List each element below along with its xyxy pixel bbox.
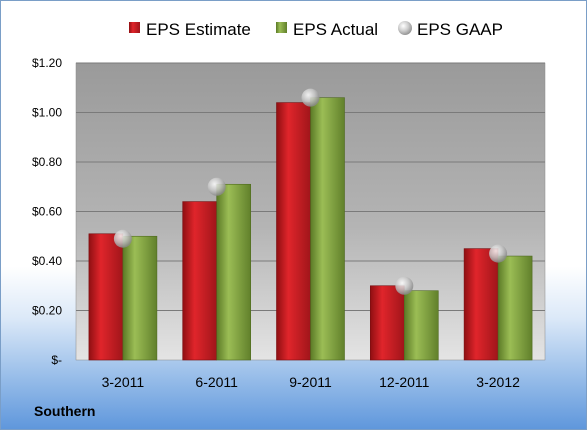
- x-tick-label: 3-2011: [102, 374, 145, 390]
- legend-item-gaap: EPS GAAP: [398, 20, 503, 39]
- y-tick-label: $0.40: [32, 254, 62, 268]
- y-tick-label: $-: [51, 353, 62, 367]
- bar-eps-actual: [403, 290, 439, 361]
- bar-eps-estimate: [369, 285, 405, 361]
- bar-eps-actual: [122, 235, 158, 361]
- legend-swatch-actual: [276, 22, 287, 33]
- company-label: Southern: [34, 403, 96, 419]
- y-tick-label: $0.20: [32, 304, 62, 318]
- bar-eps-estimate: [463, 248, 499, 361]
- bar-eps-estimate: [88, 233, 124, 361]
- legend: EPS Estimate EPS Actual EPS GAAP: [129, 20, 503, 39]
- bar-eps-estimate: [182, 201, 217, 361]
- gaap-markers: [113, 88, 508, 295]
- legend-label-actual: EPS Actual: [293, 20, 378, 39]
- y-axis-ticks: $- $0.20 $0.40 $0.60 $0.80 $1.00 $1.20: [32, 56, 62, 367]
- bar-eps-actual: [310, 97, 345, 361]
- marker-eps-gaap: [301, 88, 320, 107]
- marker-eps-gaap: [207, 177, 226, 196]
- bar-eps-actual: [497, 255, 533, 361]
- x-tick-label: 6-2011: [195, 374, 238, 390]
- marker-eps-gaap: [395, 276, 414, 295]
- marker-eps-gaap: [113, 229, 132, 248]
- legend-label-gaap: EPS GAAP: [417, 20, 503, 39]
- x-tick-label: 3-2012: [476, 374, 520, 390]
- y-tick-label: $1.00: [32, 106, 62, 120]
- x-tick-label: 12-2011: [379, 374, 430, 390]
- legend-item-estimate: EPS Estimate: [129, 20, 251, 39]
- legend-item-actual: EPS Actual: [276, 20, 378, 39]
- y-tick-label: $0.80: [32, 155, 62, 169]
- bars: [88, 97, 533, 361]
- marker-eps-gaap: [489, 244, 508, 263]
- bar-eps-estimate: [276, 102, 311, 361]
- y-tick-label: $0.60: [32, 205, 62, 219]
- x-tick-label: 9-2011: [289, 374, 332, 390]
- legend-swatch-estimate: [129, 22, 140, 33]
- legend-label-estimate: EPS Estimate: [146, 20, 251, 39]
- y-tick-label: $1.20: [32, 56, 62, 70]
- x-axis-ticks: 3-2011 6-2011 9-2011 12-2011 3-2012: [102, 374, 520, 390]
- bar-eps-actual: [216, 183, 251, 361]
- legend-marker-gaap: [398, 21, 412, 35]
